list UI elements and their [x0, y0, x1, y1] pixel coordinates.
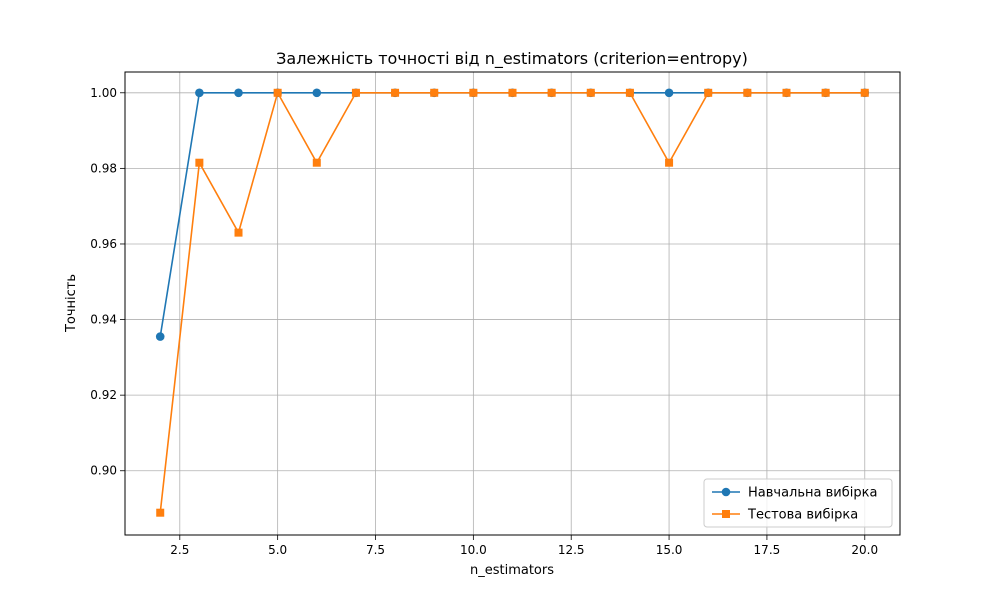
legend-box — [703, 478, 893, 528]
x-tick-label: 15.0 — [656, 543, 683, 557]
data-point — [586, 88, 595, 97]
x-tick-label: 20.0 — [851, 543, 878, 557]
y-tick-label: 0.98 — [90, 161, 117, 175]
data-point — [312, 88, 322, 98]
series-line-2 — [159, 90, 865, 513]
axes-frame — [124, 71, 901, 536]
x-tick-label: 5.0 — [268, 543, 287, 557]
x-tick-label: 10.0 — [460, 543, 487, 557]
data-point — [547, 88, 556, 97]
y-tick-label: 0.94 — [90, 313, 117, 327]
data-point — [195, 88, 204, 98]
y-tick-label: 0.96 — [90, 237, 117, 251]
data-point — [469, 88, 478, 97]
data-point — [234, 228, 243, 237]
legend-marker — [721, 487, 731, 497]
data-point — [351, 88, 360, 97]
data-point — [391, 88, 400, 97]
x-axis-ticks: 2.5 5.0 7.5 10.0 12.5 15.0 17.5 20.0 — [170, 535, 878, 557]
data-point — [312, 158, 321, 167]
data-point — [664, 88, 674, 98]
legend-label: Тестова вибірка — [747, 508, 858, 523]
data-point — [155, 332, 165, 341]
data-point — [821, 88, 830, 97]
data-point — [625, 88, 634, 97]
x-axis-label: n_estimators — [470, 563, 554, 578]
series-line-1 — [159, 91, 865, 337]
data-point — [743, 88, 752, 97]
data-point — [195, 158, 204, 167]
y-axis-ticks: 0.90 0.92 0.94 0.96 0.98 1.00 — [90, 86, 125, 478]
x-tick-label: 12.5 — [558, 543, 585, 557]
x-tick-label: 17.5 — [754, 543, 781, 557]
legend-label: Навчальна вибірка — [748, 486, 877, 501]
data-point — [860, 88, 869, 97]
plot-area — [155, 88, 870, 517]
data-point — [273, 88, 282, 97]
data-point — [782, 88, 791, 97]
y-tick-label: 1.00 — [90, 86, 117, 100]
data-point — [508, 88, 517, 97]
y-tick-label: 0.92 — [90, 388, 117, 402]
legend-marker — [722, 510, 730, 518]
data-point — [234, 88, 243, 98]
grid-lines — [125, 72, 900, 535]
data-point — [156, 508, 165, 517]
legend: Навчальна вибірка Тестова вибірка — [703, 478, 893, 528]
data-point — [430, 88, 439, 97]
x-tick-label: 2.5 — [170, 543, 189, 557]
y-axis-label: Точність — [64, 274, 79, 333]
x-tick-label: 7.5 — [366, 543, 385, 557]
y-tick-label: 0.90 — [90, 464, 117, 478]
chart-title: Залежність точності від n_estimators (cr… — [276, 49, 748, 69]
data-point — [704, 88, 713, 97]
data-point — [665, 158, 674, 167]
